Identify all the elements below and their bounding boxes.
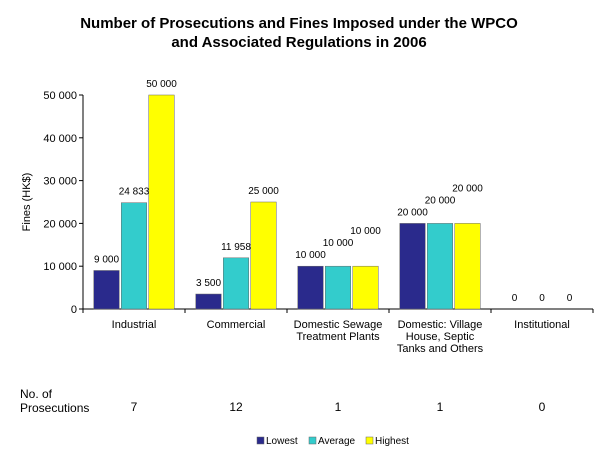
bar-highest [454, 223, 481, 310]
category-label: Industrial [112, 319, 157, 331]
prosecution-count: 0 [539, 400, 546, 414]
legend-label: Highest [375, 436, 409, 447]
category-label: Tanks and Others [397, 343, 484, 355]
category-label: Domestic: Village [398, 319, 483, 331]
bar-average [121, 202, 147, 310]
bar-average [325, 265, 351, 310]
data-label: 3 500 [196, 278, 221, 289]
y-tick-label: 0 [71, 304, 77, 316]
legend-swatch-lowest [256, 436, 265, 445]
bar-lowest [93, 270, 120, 310]
data-label: 10 000 [323, 238, 354, 249]
data-label: 20 000 [425, 195, 456, 206]
prosecutions-label: Prosecutions [20, 401, 89, 415]
y-axis-label: Fines (HK$) [21, 173, 33, 232]
category-label: Domestic Sewage [294, 319, 383, 331]
legend-swatch-highest [365, 436, 374, 445]
legend-label: Average [318, 436, 356, 447]
category-label: Institutional [514, 319, 570, 331]
chart-title-line-2: and Associated Regulations in 2006 [171, 34, 426, 51]
prosecution-count: 7 [131, 400, 138, 414]
category-label: Treatment Plants [296, 331, 380, 343]
bar-average [223, 257, 249, 310]
data-label: 50 000 [146, 79, 177, 90]
data-label: 20 000 [397, 207, 428, 218]
data-label: 10 000 [350, 226, 381, 237]
data-label: 0 [539, 293, 545, 304]
y-tick-label: 40 000 [43, 133, 77, 145]
y-tick-label: 20 000 [43, 218, 77, 230]
data-label: 0 [567, 293, 573, 304]
y-tick-label: 50 000 [43, 90, 77, 102]
bar-lowest [195, 293, 222, 310]
bar-lowest [399, 223, 426, 310]
data-label: 10 000 [295, 250, 326, 261]
bar-highest [148, 94, 175, 310]
data-label: 11 958 [221, 242, 251, 253]
category-label: House, Septic [406, 331, 475, 343]
data-label: 24 833 [119, 187, 150, 198]
bar-average [427, 223, 453, 310]
data-label: 20 000 [452, 183, 483, 194]
prosecution-count: 12 [229, 400, 243, 414]
category-label: Commercial [207, 319, 266, 331]
bar-lowest [297, 265, 324, 310]
y-tick-label: 30 000 [43, 176, 77, 188]
legend-label: Lowest [266, 436, 298, 447]
data-label: 25 000 [248, 186, 279, 197]
prosecutions-label: No. of [20, 387, 53, 401]
y-tick-label: 10 000 [43, 261, 77, 273]
bar-highest [352, 265, 379, 310]
prosecution-count: 1 [335, 400, 342, 414]
bar-highest [250, 201, 277, 310]
legend-swatch-average [308, 436, 317, 445]
data-label: 9 000 [94, 254, 119, 265]
chart-title-line-1: Number of Prosecutions and Fines Imposed… [80, 15, 518, 32]
prosecution-count: 1 [437, 400, 444, 414]
data-label: 0 [512, 293, 518, 304]
